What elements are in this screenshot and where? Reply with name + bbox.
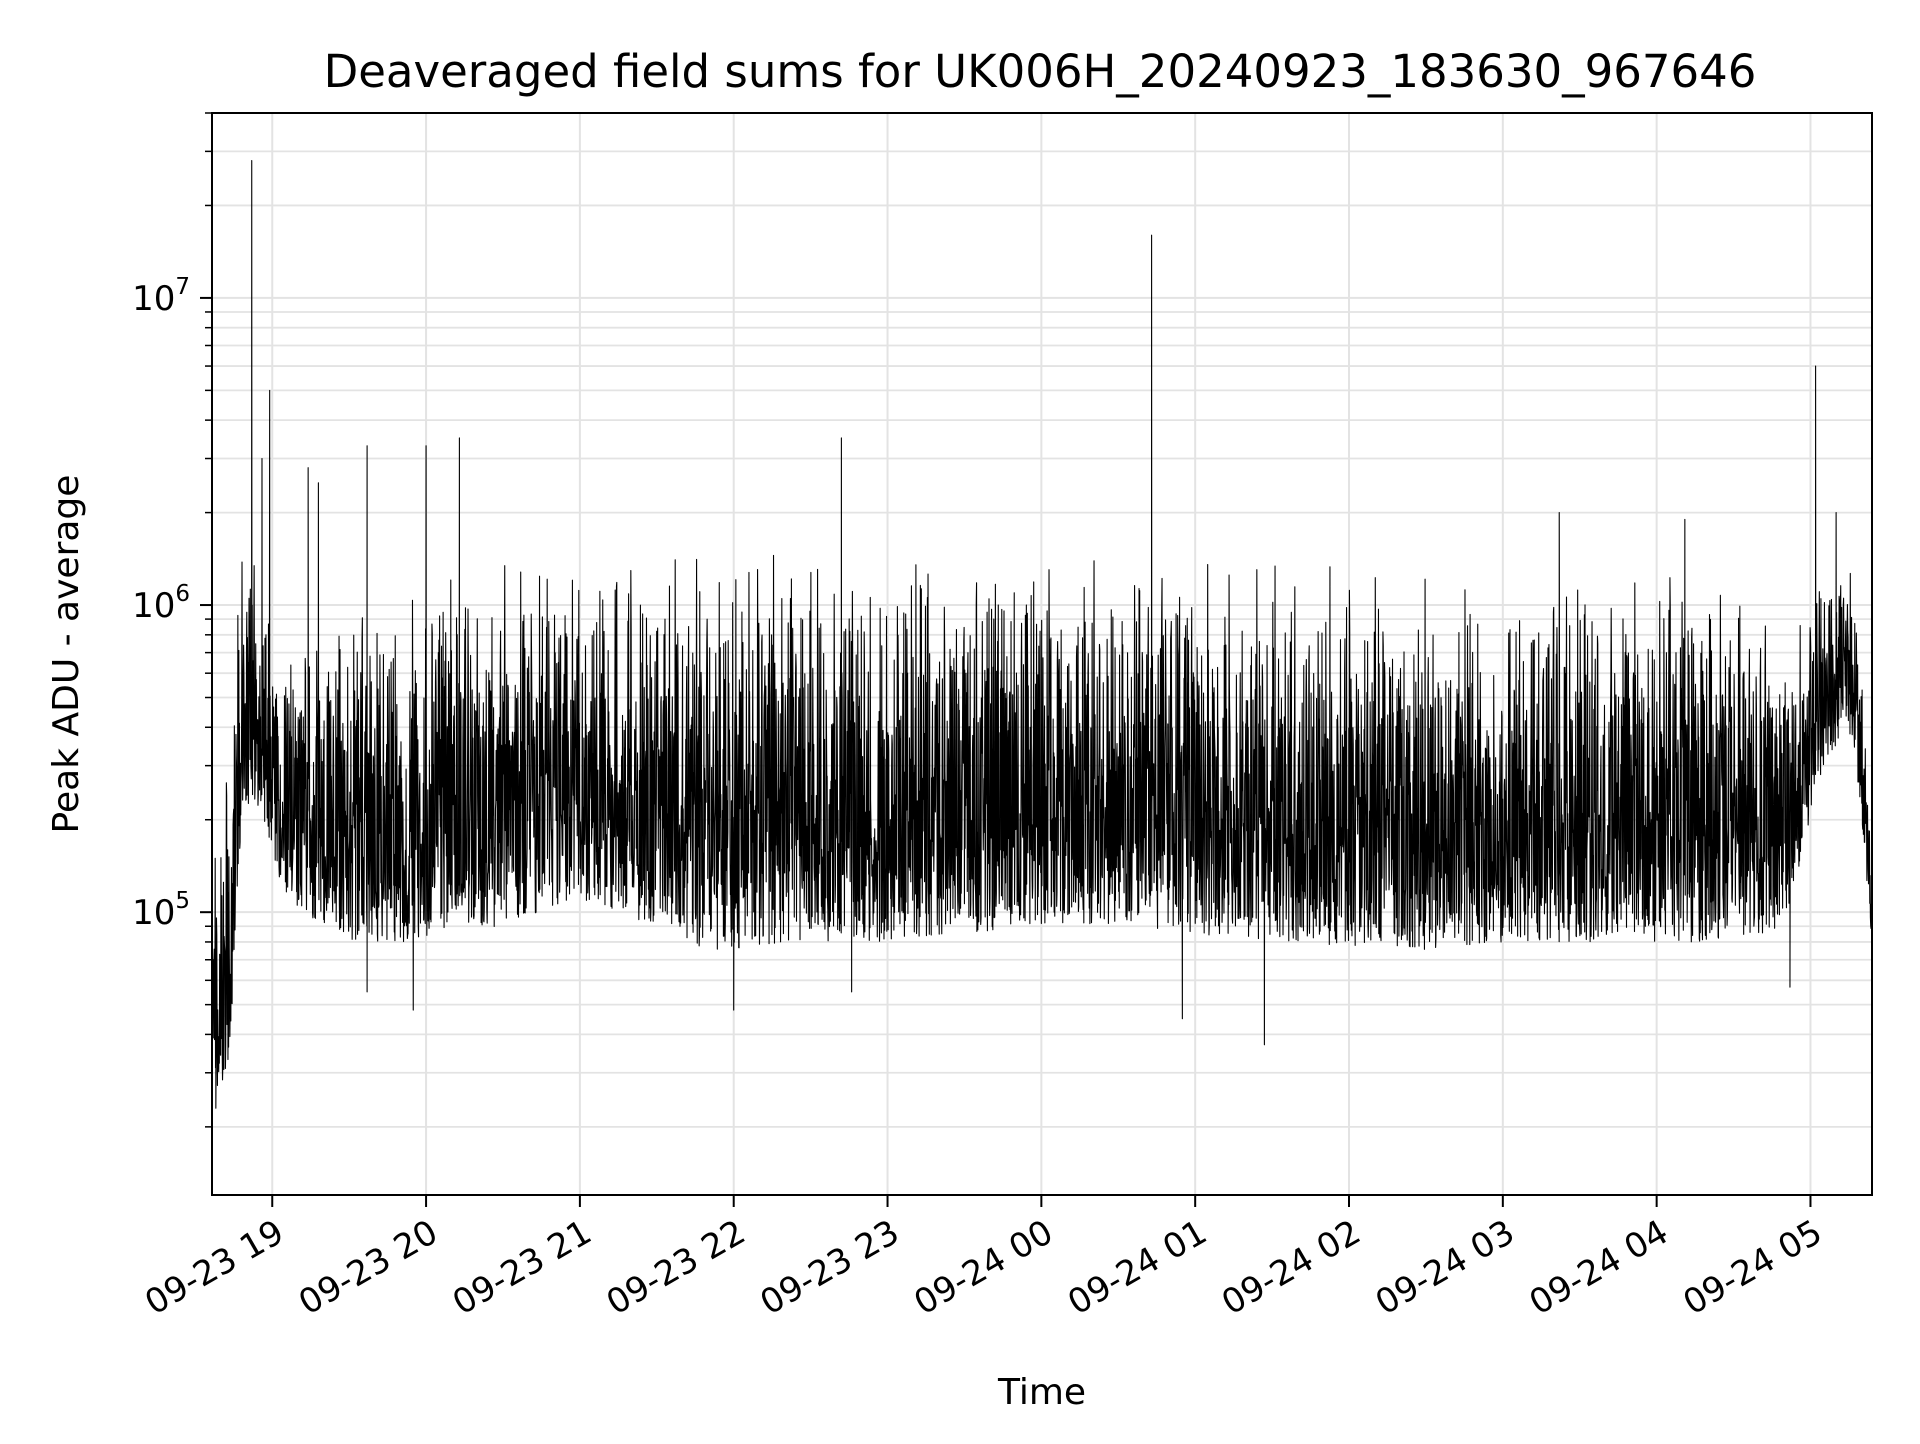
x-tick-label: 09-24 00	[907, 1212, 1059, 1323]
x-tick-label: 09-23 23	[754, 1212, 906, 1323]
y-tick-label: 105	[132, 888, 190, 933]
x-tick-label: 09-23 20	[292, 1212, 444, 1323]
x-tick-label: 09-24 05	[1677, 1212, 1829, 1323]
x-tick-label: 09-24 04	[1523, 1212, 1675, 1323]
y-axis: 105 106 107	[132, 112, 212, 1128]
x-axis-label: Time	[997, 1372, 1086, 1413]
y-tick-label: 107	[132, 274, 190, 319]
series	[212, 160, 1872, 1109]
x-tick-label: 09-23 22	[600, 1212, 752, 1323]
x-axis: 09-23 19 09-23 20 09-23 21 09-23 22 09-23 23…	[138, 1195, 1829, 1323]
x-tick-label: 09-23 19	[138, 1212, 290, 1323]
x-tick-label: 09-24 03	[1369, 1212, 1521, 1323]
y-tick-label: 106	[132, 581, 190, 626]
x-tick-label: 09-24 02	[1215, 1212, 1367, 1323]
y-axis-label: Peak ADU - average	[46, 475, 87, 834]
x-tick-label: 09-24 01	[1061, 1212, 1213, 1323]
x-tick-label: 09-23 21	[446, 1212, 598, 1323]
chart-title: Deaveraged field sums for UK006H_2024092…	[324, 45, 1757, 98]
series-line	[212, 160, 1872, 1109]
